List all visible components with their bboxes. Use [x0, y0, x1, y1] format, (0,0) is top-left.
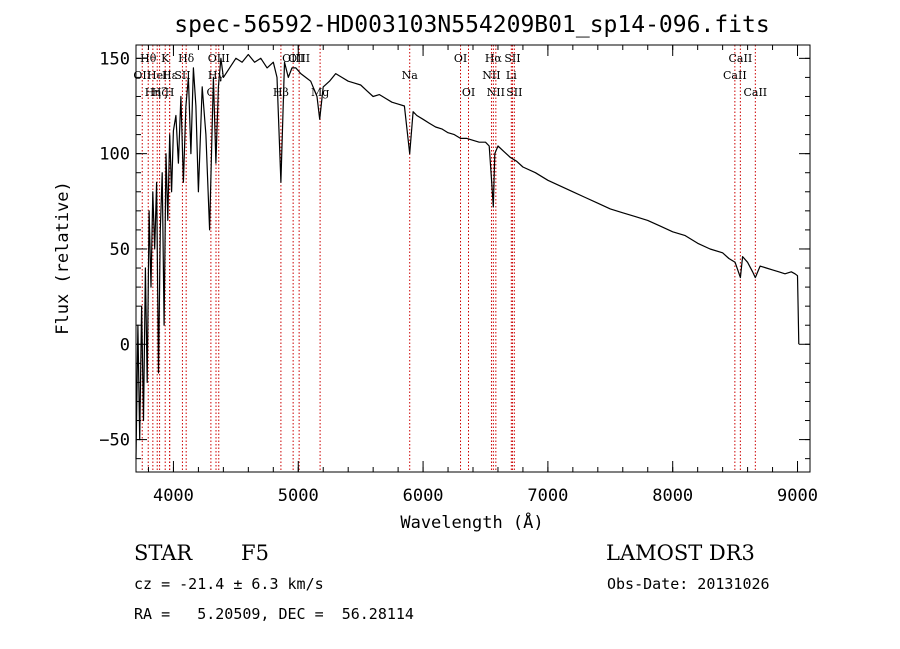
object-subclass: F5 [241, 541, 269, 565]
line-label-7: Hε [162, 69, 178, 82]
y-tick-label: 50 [110, 240, 130, 260]
line-label-9: Hδ [178, 52, 195, 65]
line-label-3: HeI [147, 69, 167, 82]
line-label-26: CaII [723, 69, 747, 82]
obs-date: Obs-Date: 20131026 [607, 575, 770, 593]
line-label-25: SII [506, 86, 522, 99]
line-label-18: OI [454, 52, 467, 65]
coordinates: RA = 5.20509, DEC = 56.28114 [134, 605, 414, 623]
x-tick-label: 4000 [153, 486, 194, 506]
line-label-4: Hζ [152, 86, 168, 99]
series-line-spectrum [135, 53, 800, 459]
spectral-line-labels: OIIHθHηHeIHζKHHεSIIHδGHγOIIIHβOIIIOIIIMg… [133, 52, 767, 99]
line-label-22: NII [487, 86, 505, 99]
line-label-10: G [206, 86, 215, 99]
line-label-19: OI [462, 86, 475, 99]
y-axis-label: Flux (relative) [53, 181, 73, 335]
line-label-23: Li [506, 69, 517, 82]
axis-ticks: 4000 5000 6000 7000 8000 9000 −50 0 50 100 150 [99, 45, 818, 506]
line-label-5: K [161, 52, 170, 65]
line-label-0: OII [133, 69, 151, 82]
line-label-6: H [165, 86, 175, 99]
line-label-27: CaII [729, 52, 753, 65]
x-axis-label: Wavelength (Å) [400, 511, 543, 533]
y-tick-label: 100 [99, 145, 130, 165]
chart-title: spec-56592-HD003103N554209B01_sp14-096.f… [174, 12, 769, 38]
redshift-cz: cz = -21.4 ± 6.3 km/s [134, 575, 324, 593]
line-label-17: Na [402, 69, 419, 82]
survey-name: LAMOST DR3 [606, 541, 755, 565]
line-label-16: Mg [311, 86, 329, 99]
line-label-15: OIII [288, 52, 310, 65]
line-label-2: Hη [145, 86, 161, 99]
line-label-13: Hβ [273, 86, 289, 99]
line-label-20: NII [482, 69, 500, 82]
x-tick-label: 6000 [403, 486, 444, 506]
spectral-line-markers [141, 45, 756, 472]
line-label-28: CaII [743, 86, 767, 99]
x-tick-label: 7000 [527, 486, 568, 506]
line-label-8: SII [174, 69, 190, 82]
x-tick-label: 5000 [278, 486, 319, 506]
line-label-1: Hθ [140, 52, 157, 65]
y-tick-label: 0 [120, 335, 130, 355]
line-label-11: Hγ [208, 69, 225, 82]
object-class: STAR [134, 541, 193, 565]
line-label-12: OIII [208, 52, 230, 65]
x-tick-label: 8000 [652, 486, 693, 506]
line-label-24: SII [504, 52, 520, 65]
series-group [135, 53, 800, 459]
x-tick-label: 9000 [777, 486, 818, 506]
plot-frame [135, 44, 811, 473]
line-label-21: Hα [485, 52, 503, 65]
y-tick-label: −50 [99, 431, 130, 451]
y-tick-label: 150 [99, 49, 130, 69]
